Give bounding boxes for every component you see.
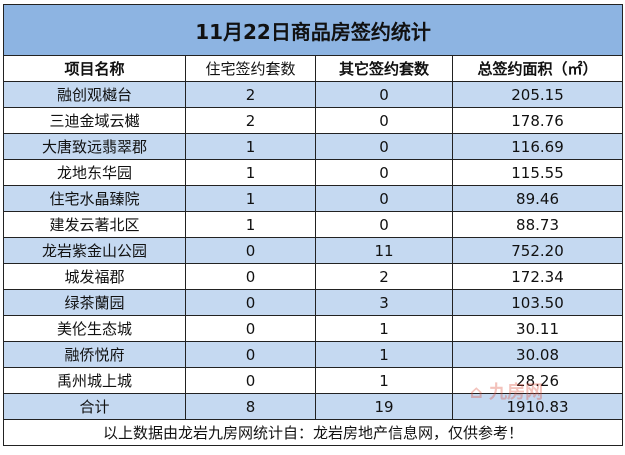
residential-count: 0	[185, 237, 316, 264]
header-row: 项目名称 住宅签约套数 其它签约套数 总签约面积（㎡）	[3, 55, 624, 82]
other-count: 1	[315, 367, 453, 394]
other-count: 0	[315, 159, 453, 186]
residential-count: 2	[185, 81, 316, 108]
total-area: 115.55	[451, 159, 624, 186]
project-name: 美伦生态城	[3, 315, 186, 342]
residential-count: 0	[185, 315, 316, 342]
sales-table: 11月22日商品房签约统计 项目名称 住宅签约套数 其它签约套数 总签约面积（㎡…	[2, 4, 624, 446]
total-area: 116.69	[451, 133, 624, 160]
total-area: 28.26	[451, 367, 624, 394]
total-area: 178.76	[451, 107, 624, 134]
other-count: 2	[315, 263, 453, 290]
total-area: 30.08	[451, 341, 624, 368]
residential-count: 0	[185, 289, 316, 316]
total-area: 172.34	[451, 263, 624, 290]
table-row: 三迪金域云樾 2 0 178.76	[3, 107, 624, 134]
total-area: 88.73	[451, 211, 624, 238]
project-name: 禹州城上城	[3, 367, 186, 394]
table-row: 禹州城上城 0 1 28.26	[3, 367, 624, 394]
project-name: 融侨悦府	[3, 341, 186, 368]
other-count: 11	[315, 237, 453, 264]
table-row: 建发云著北区 1 0 88.73	[3, 211, 624, 238]
table-row: 城发福郡 0 2 172.34	[3, 263, 624, 290]
other-count: 1	[315, 341, 453, 368]
table-row: 龙岩紫金山公园 0 11 752.20	[3, 237, 624, 264]
sheet-gridlines	[0, 0, 625, 4]
project-name: 龙地东华园	[3, 159, 186, 186]
other-count: 0	[315, 107, 453, 134]
header-other: 其它签约套数	[315, 55, 453, 82]
table-row: 绿茶蘭园 0 3 103.50	[3, 289, 624, 316]
total-area: 30.11	[451, 315, 624, 342]
residential-count: 0	[185, 263, 316, 290]
total-area: 103.50	[451, 289, 624, 316]
residential-count: 2	[185, 107, 316, 134]
other-count: 1	[315, 315, 453, 342]
total-project-name: 合计	[3, 393, 186, 420]
project-name: 龙岩紫金山公园	[3, 237, 186, 264]
total-total-area: 1910.83	[451, 393, 624, 420]
total-area: 752.20	[451, 237, 624, 264]
residential-count: 0	[185, 367, 316, 394]
project-name: 绿茶蘭园	[3, 289, 186, 316]
total-other-count: 19	[315, 393, 453, 420]
total-area: 89.46	[451, 185, 624, 212]
total-area: 205.15	[451, 81, 624, 108]
residential-count: 1	[185, 133, 316, 160]
table-row: 融侨悦府 0 1 30.08	[3, 341, 624, 368]
table-title: 11月22日商品房签约统计	[2, 4, 624, 56]
table-row: 融创观樾台 2 0 205.15	[3, 81, 624, 108]
total-residential-count: 8	[185, 393, 316, 420]
residential-count: 1	[185, 211, 316, 238]
table-row: 住宅水晶臻院 1 0 89.46	[3, 185, 624, 212]
residential-count: 0	[185, 341, 316, 368]
header-area: 总签约面积（㎡）	[451, 55, 624, 82]
other-count: 0	[315, 185, 453, 212]
header-residential: 住宅签约套数	[185, 55, 316, 82]
project-name: 三迪金域云樾	[3, 107, 186, 134]
header-project: 项目名称	[3, 55, 186, 82]
project-name: 大唐致远翡翠郡	[3, 133, 186, 160]
project-name: 融创观樾台	[3, 81, 186, 108]
other-count: 3	[315, 289, 453, 316]
project-name: 住宅水晶臻院	[3, 185, 186, 212]
table-row: 美伦生态城 0 1 30.11	[3, 315, 624, 342]
project-name: 城发福郡	[3, 263, 186, 290]
other-count: 0	[315, 211, 453, 238]
residential-count: 1	[185, 185, 316, 212]
other-count: 0	[315, 133, 453, 160]
project-name: 建发云著北区	[3, 211, 186, 238]
total-row: 合计 8 19 1910.83	[3, 393, 624, 420]
other-count: 0	[315, 81, 453, 108]
footer-note: 以上数据由龙岩九房网统计自：龙岩房地产信息网，仅供参考！	[2, 419, 624, 446]
table-row: 大唐致远翡翠郡 1 0 116.69	[3, 133, 624, 160]
residential-count: 1	[185, 159, 316, 186]
table-row: 龙地东华园 1 0 115.55	[3, 159, 624, 186]
